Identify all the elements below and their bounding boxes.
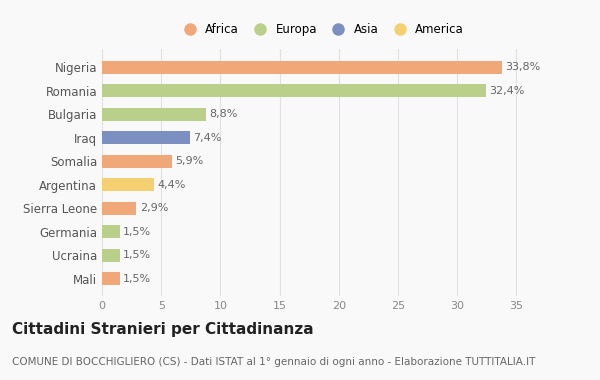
Bar [102, 84, 485, 97]
Text: 7,4%: 7,4% [193, 133, 221, 142]
Text: 5,9%: 5,9% [175, 156, 203, 166]
Text: 33,8%: 33,8% [506, 62, 541, 72]
Text: COMUNE DI BOCCHIGLIERO (CS) - Dati ISTAT al 1° gennaio di ogni anno - Elaborazio: COMUNE DI BOCCHIGLIERO (CS) - Dati ISTAT… [12, 357, 535, 367]
Legend: Africa, Europa, Asia, America: Africa, Europa, Asia, America [173, 18, 469, 41]
Bar [102, 108, 206, 120]
Text: 1,5%: 1,5% [124, 274, 151, 284]
Text: Cittadini Stranieri per Cittadinanza: Cittadini Stranieri per Cittadinanza [12, 322, 314, 337]
Text: 8,8%: 8,8% [210, 109, 238, 119]
Bar [102, 155, 172, 168]
Text: 2,9%: 2,9% [140, 203, 168, 213]
Text: 32,4%: 32,4% [489, 86, 524, 96]
Bar [102, 225, 120, 238]
Text: 4,4%: 4,4% [158, 180, 186, 190]
Bar [102, 249, 120, 262]
Bar [102, 131, 190, 144]
Bar [102, 202, 136, 215]
Bar [102, 178, 154, 191]
Text: 1,5%: 1,5% [124, 250, 151, 260]
Bar [102, 272, 120, 285]
Text: 1,5%: 1,5% [124, 227, 151, 237]
Bar [102, 61, 502, 74]
